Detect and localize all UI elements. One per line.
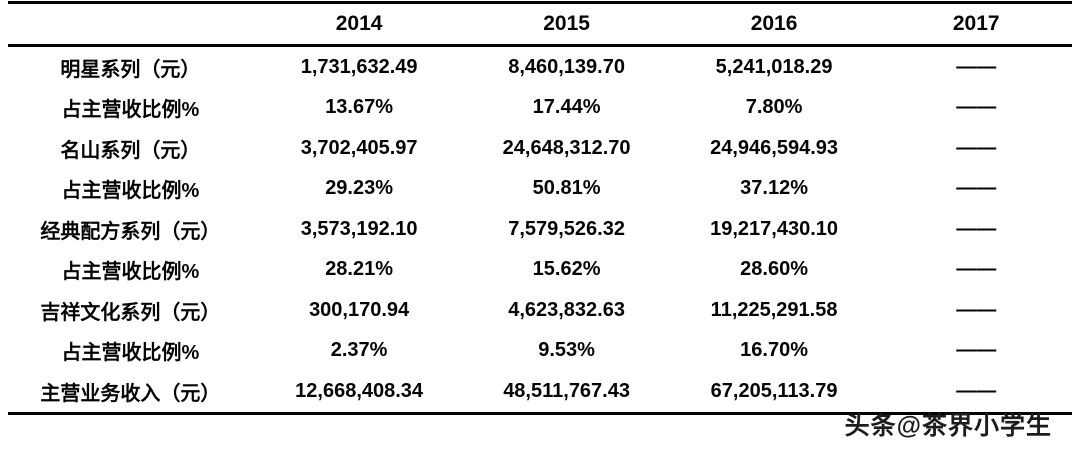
cell-value: 29.23% (325, 177, 394, 200)
row-label: 名山系列（元） (60, 139, 201, 162)
row-label: 占主营收比例% (61, 99, 200, 122)
table-row: 明星系列（元） 1,731,632.49 8,460,139.70 5,241,018… (8, 46, 1072, 88)
row-label: 明星系列（元） (60, 58, 201, 81)
cell-value: —— (956, 136, 997, 159)
table-row: 主营业务收入（元） 12,668,408.34 48,511,767.43 67,20… (8, 371, 1072, 413)
revenue-by-series-table: 2014 2015 2016 2017 明星系列（元） 1,731,632.49 8… (8, 1, 1072, 415)
table-row: 名山系列（元） 3,702,405.97 24,648,312.70 24,946,5… (8, 128, 1072, 169)
cell-value: 9.53% (538, 339, 595, 362)
table-row: 占主营收比例% 2.37% 9.53% 16.70% —— (8, 331, 1072, 372)
table-row: 经典配方系列（元） 3,573,192.10 7,579,526.32 19,217,… (8, 209, 1072, 250)
revenue-table-container: 2014 2015 2016 2017 明星系列（元） 1,731,632.49 8… (8, 1, 1072, 415)
row-label: 吉祥文化系列（元） (40, 301, 221, 324)
cell-value: 3,573,192.10 (300, 217, 418, 240)
row-label: 占主营收比例% (61, 342, 200, 365)
header-year-2015: 2015 (543, 12, 590, 35)
header-year-2016: 2016 (750, 12, 798, 35)
table-row: 吉祥文化系列（元） 300,170.94 4,623,832.63 11,225,29… (8, 290, 1072, 331)
cell-value: 24,946,594.93 (710, 136, 839, 159)
cell-value: 15.62% (532, 258, 601, 281)
cell-value: 2.37% (330, 339, 388, 362)
table-header-row: 2014 2015 2016 2017 (8, 3, 1072, 46)
cell-value: 13.67% (325, 96, 394, 119)
cell-value: 7.80% (745, 96, 803, 119)
cell-value: 7,579,526.32 (508, 217, 625, 240)
row-label: 占主营收比例% (61, 180, 200, 203)
cell-value: —— (956, 55, 997, 78)
cell-value: 3,702,405.97 (300, 136, 418, 159)
cell-value: 50.81% (532, 177, 601, 200)
row-label: 主营业务收入（元） (40, 382, 221, 405)
cell-value: 11,225,291.58 (710, 298, 838, 321)
cell-value: 24,648,312.70 (502, 136, 631, 159)
header-year-2014: 2014 (335, 12, 383, 35)
header-year-2017: 2017 (952, 12, 1000, 35)
cell-value: —— (956, 217, 997, 240)
table-row: 占主营收比例% 29.23% 50.81% 37.12% —— (8, 169, 1072, 210)
header-label-column (8, 3, 253, 46)
cell-value: 300,170.94 (309, 298, 410, 321)
watermark-text: 头条@茶界小学生 (844, 412, 1052, 440)
table-row: 占主营收比例% 13.67% 17.44% 7.80% —— (8, 88, 1072, 129)
cell-value: 12,668,408.34 (295, 379, 424, 402)
cell-value: 4,623,832.63 (508, 298, 625, 321)
cell-value: 8,460,139.70 (508, 55, 625, 78)
row-label: 占主营收比例% (61, 261, 200, 284)
cell-value: 28.21% (325, 258, 394, 281)
cell-value: 48,511,767.43 (503, 379, 630, 402)
cell-value: 16.70% (740, 339, 808, 362)
cell-value: 17.44% (532, 96, 601, 119)
cell-value: —— (956, 177, 997, 200)
cell-value: 67,205,113.79 (710, 379, 838, 402)
cell-value: 19,217,430.10 (710, 217, 839, 240)
cell-value: 28.60% (740, 258, 808, 281)
cell-value: 1,731,632.49 (300, 55, 418, 78)
cell-value: —— (956, 258, 997, 281)
cell-value: —— (956, 339, 997, 362)
row-label: 经典配方系列（元） (40, 220, 221, 243)
table-row: 占主营收比例% 28.21% 15.62% 28.60% —— (8, 250, 1072, 291)
cell-value: —— (956, 298, 997, 321)
cell-value: 37.12% (740, 177, 808, 200)
cell-value: —— (956, 379, 997, 402)
cell-value: 5,241,018.29 (715, 55, 833, 78)
cell-value: —— (956, 96, 997, 119)
